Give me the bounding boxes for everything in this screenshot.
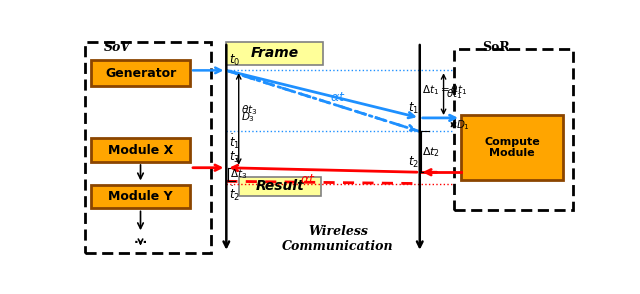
Text: Generator: Generator: [105, 66, 176, 80]
Text: $\alpha t$: $\alpha t$: [300, 173, 316, 186]
Text: Module Y: Module Y: [108, 190, 173, 203]
Text: $t_3$: $t_3$: [229, 150, 241, 166]
Text: $\Delta t_1 = \theta t_1$: $\Delta t_1 = \theta t_1$: [422, 83, 467, 96]
Text: Result: Result: [255, 179, 304, 193]
Text: SoV: SoV: [104, 41, 131, 54]
Text: SoR: SoR: [482, 41, 509, 54]
Text: $D_1$: $D_1$: [456, 118, 470, 132]
Bar: [454, 49, 573, 210]
Text: $\dot{t}_2$: $\dot{t}_2$: [229, 185, 241, 203]
Text: $\dot{t}_1$: $\dot{t}_1$: [229, 133, 241, 151]
FancyBboxPatch shape: [239, 177, 321, 196]
Text: Frame: Frame: [251, 46, 299, 60]
Text: $D_3$: $D_3$: [241, 110, 255, 124]
Text: $\theta t_3$: $\theta t_3$: [241, 103, 258, 117]
Bar: [461, 115, 563, 180]
FancyBboxPatch shape: [227, 42, 323, 65]
Text: $t_2$: $t_2$: [408, 155, 419, 170]
Text: ...: ...: [133, 233, 148, 245]
Text: Wireless
Communication: Wireless Communication: [282, 225, 394, 253]
Text: $\Delta t_3$: $\Delta t_3$: [230, 168, 248, 181]
Text: Compute
Module: Compute Module: [484, 136, 540, 158]
Bar: [91, 185, 190, 208]
Text: $t_0$: $t_0$: [229, 53, 241, 68]
Text: $\theta t_1$: $\theta t_1$: [446, 87, 463, 101]
Text: $\Delta t_2$: $\Delta t_2$: [422, 145, 440, 159]
Text: $t_1$: $t_1$: [408, 101, 419, 116]
Bar: [91, 138, 190, 162]
Bar: [91, 60, 190, 86]
Text: $\alpha t$: $\alpha t$: [330, 91, 346, 104]
Bar: [85, 42, 211, 253]
Text: Module X: Module X: [108, 143, 173, 156]
